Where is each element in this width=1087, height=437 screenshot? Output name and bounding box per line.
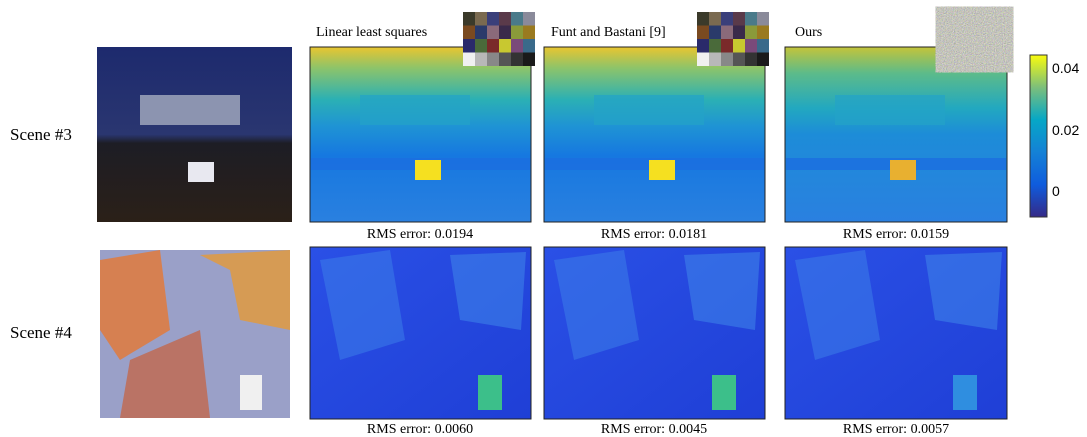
color-patch: [721, 12, 733, 26]
scene-photo: [100, 250, 290, 418]
color-patch: [511, 12, 523, 26]
color-patch: [721, 39, 733, 53]
color-patch: [745, 53, 757, 67]
color-patch: [487, 39, 499, 53]
color-patch: [487, 12, 499, 26]
color-patch: [511, 39, 523, 53]
color-patch: [745, 39, 757, 53]
colorbar-tick: 0: [1052, 183, 1060, 199]
color-patch: [463, 53, 475, 67]
color-patch: [709, 12, 721, 26]
rms-error: RMS error: 0.0181: [601, 227, 707, 242]
heatmap-region: [712, 375, 736, 410]
heatmap-region: [953, 375, 977, 410]
heatmap-region: [925, 252, 1002, 330]
color-patch: [757, 12, 769, 26]
color-patch: [499, 53, 511, 67]
color-patch: [523, 12, 535, 26]
color-patch: [697, 39, 709, 53]
color-patch: [511, 53, 523, 67]
color-patch: [745, 12, 757, 26]
heatmaps: [310, 12, 1007, 419]
heatmap: [544, 47, 765, 222]
color-patch: [733, 26, 745, 40]
color-patch: [745, 26, 757, 40]
heatmap-region: [649, 160, 675, 180]
heatmap: [785, 47, 1007, 222]
heatmap-region: [450, 252, 526, 330]
heatmap-region: [478, 375, 502, 410]
rms-error: RMS error: 0.0045: [601, 422, 707, 437]
column-title: Linear least squares: [316, 25, 427, 40]
color-patch: [499, 12, 511, 26]
color-patch: [733, 12, 745, 26]
colorbar-tick: 0.02: [1052, 122, 1079, 138]
heatmap-region: [835, 95, 945, 125]
color-patch: [697, 12, 709, 26]
heatmap-region: [594, 95, 704, 125]
color-patch: [475, 12, 487, 26]
color-patch: [523, 26, 535, 40]
noise-patch: [942, 12, 1007, 67]
color-patch: [499, 39, 511, 53]
color-patch: [475, 39, 487, 53]
column-title: Funt and Bastani [9]: [551, 25, 666, 40]
color-patch: [721, 53, 733, 67]
color-patch: [463, 39, 475, 53]
color-patch: [733, 53, 745, 67]
rms-error: RMS error: 0.0057: [843, 422, 949, 437]
color-patch: [757, 39, 769, 53]
rms-error: RMS error: 0.0194: [367, 227, 473, 242]
heatmap: [310, 47, 531, 222]
color-patch: [709, 26, 721, 40]
color-patch: [463, 12, 475, 26]
color-patch: [709, 53, 721, 67]
row-label: Scene #3: [10, 125, 72, 144]
color-patch: [721, 26, 733, 40]
scene-photo: [97, 47, 292, 222]
figure: Scene #3 Scene #4 Linear least squares F…: [0, 0, 1087, 437]
heatmap-region: [684, 252, 760, 330]
color-patch: [697, 53, 709, 67]
color-patch: [757, 26, 769, 40]
colorbar-tick: 0.04: [1052, 60, 1079, 76]
color-patch: [475, 26, 487, 40]
heatmap-region: [415, 160, 441, 180]
color-patch: [499, 26, 511, 40]
color-patch: [523, 39, 535, 53]
color-patch: [463, 26, 475, 40]
color-patch: [697, 26, 709, 40]
heatmap-region: [890, 160, 916, 180]
column-title: Ours: [795, 25, 822, 40]
rms-error: RMS error: 0.0159: [843, 227, 949, 242]
rms-error: RMS error: 0.0060: [367, 422, 473, 437]
color-patch: [487, 53, 499, 67]
color-patch: [487, 26, 499, 40]
color-patch: [757, 53, 769, 67]
color-patch: [523, 53, 535, 67]
heatmap-region: [360, 95, 470, 125]
color-patch: [475, 53, 487, 67]
colorbar: [1030, 55, 1047, 217]
row-label: Scene #4: [10, 323, 72, 342]
color-patch: [733, 39, 745, 53]
color-patch: [709, 39, 721, 53]
color-patch: [511, 26, 523, 40]
